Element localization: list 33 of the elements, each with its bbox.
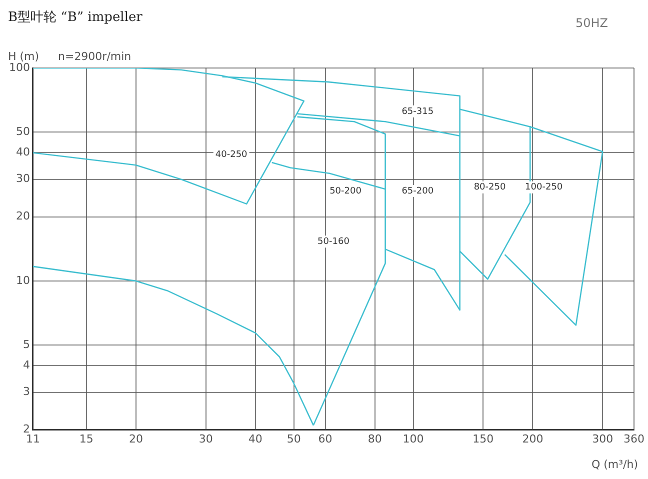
x-tick-label: 50 bbox=[286, 432, 301, 446]
x-tick-label: 300 bbox=[592, 432, 614, 446]
annotation: 65-315 bbox=[402, 106, 434, 117]
y-tick-label: 10 bbox=[16, 274, 30, 287]
y-tick-label: 3 bbox=[22, 385, 30, 398]
text: 50HZ bbox=[575, 16, 608, 30]
x-tick-label: 150 bbox=[472, 432, 494, 446]
annotation: 100-250 bbox=[525, 182, 563, 193]
y-tick-label: 50 bbox=[16, 124, 30, 138]
annotation: 40-250 bbox=[215, 150, 248, 160]
x-tick-label: 100 bbox=[402, 432, 424, 446]
annotation: 50-160 bbox=[318, 237, 350, 248]
x-tick-label: 60 bbox=[318, 432, 332, 446]
chart-title: B型叶轮 “B” impeller bbox=[8, 9, 142, 26]
x-axis-title: Q (m³/h) bbox=[591, 458, 638, 471]
x-tick-label: 30 bbox=[198, 432, 213, 446]
y-tick-label: 5 bbox=[22, 338, 30, 351]
y-tick-label: 100 bbox=[8, 60, 30, 74]
x-tick-label: 40 bbox=[248, 432, 262, 446]
y-axis-title: H (m) bbox=[8, 50, 40, 63]
y-tick-label: 40 bbox=[16, 146, 30, 159]
y-tick-label: 20 bbox=[16, 210, 30, 223]
annotation: 50-200 bbox=[330, 186, 362, 196]
y-tick-label: 4 bbox=[22, 358, 30, 372]
annotation: 65-200 bbox=[402, 186, 434, 196]
x-tick-label: 360 bbox=[624, 432, 644, 446]
y-tick-label: 30 bbox=[16, 172, 30, 186]
x-tick-label: 200 bbox=[522, 432, 544, 446]
chart-subtitle: n=2900r/min bbox=[58, 50, 132, 63]
x-tick-label: 20 bbox=[129, 432, 143, 446]
x-tick-label: 15 bbox=[79, 432, 94, 446]
annotation: 80-250 bbox=[474, 182, 506, 193]
x-tick-label: 80 bbox=[368, 432, 382, 446]
